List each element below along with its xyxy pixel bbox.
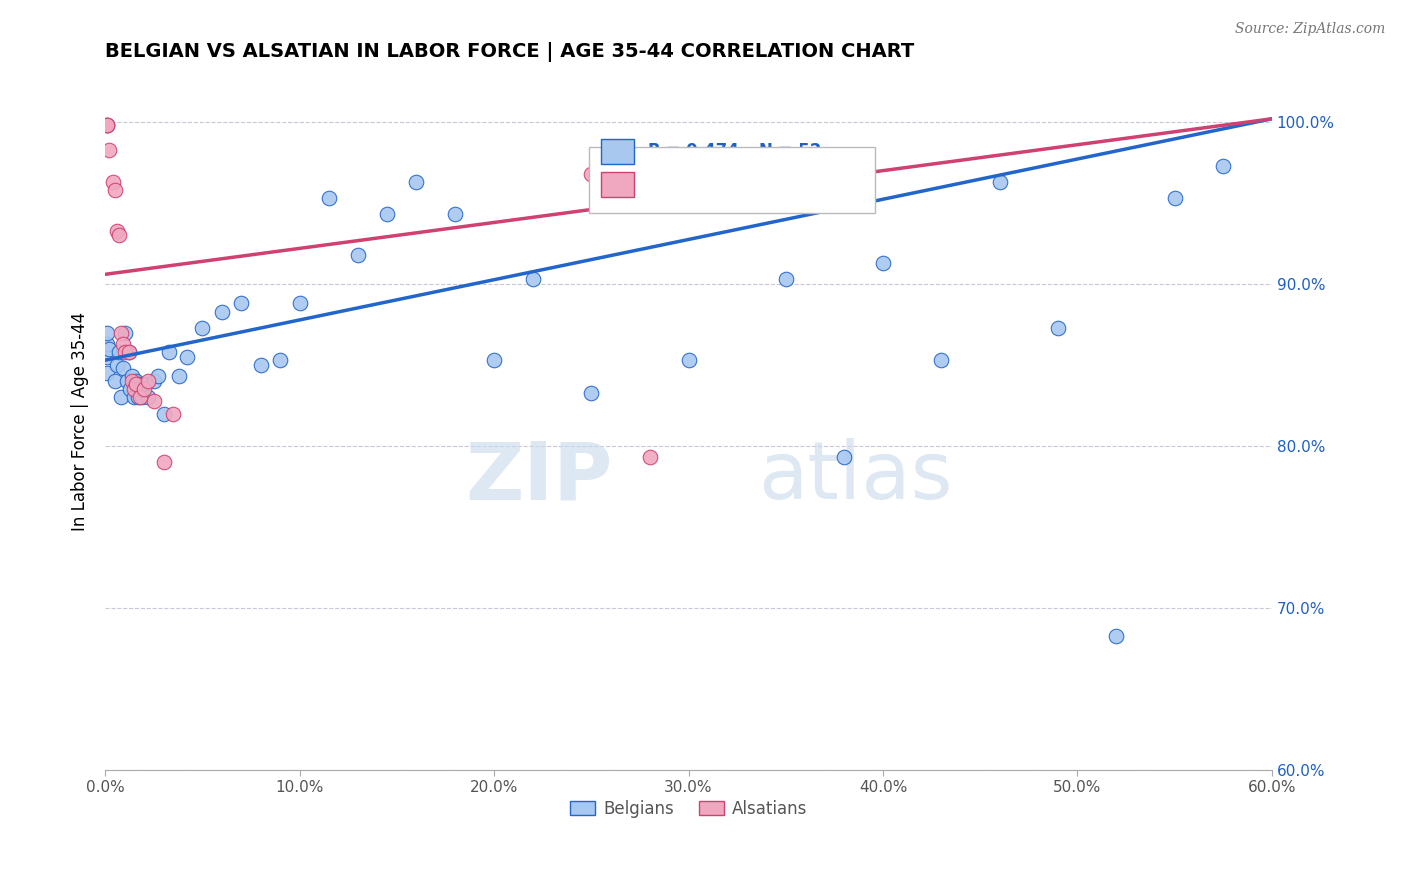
Point [121,374,143,388]
Point [105,223,128,237]
Point [405,175,427,189]
Point [101,175,124,189]
Point [581,385,603,400]
Text: N = 52: N = 52 [759,143,821,161]
Point [832,450,855,465]
Text: BELGIAN VS ALSATIAN IN LABOR FORCE | AGE 35-44 CORRELATION CHART: BELGIAN VS ALSATIAN IN LABOR FORCE | AGE… [105,42,914,62]
Point [96,366,118,380]
Point [988,175,1011,189]
Point [96,118,118,132]
Text: R = 0.380: R = 0.380 [648,175,738,194]
Point [104,374,127,388]
Point [105,358,128,372]
Point [269,353,291,368]
Point [121,369,143,384]
Point [114,326,136,340]
Point [98,342,121,356]
Y-axis label: In Labor Force | Age 35-44: In Labor Force | Age 35-44 [72,312,89,532]
Point [931,353,953,368]
Point [108,345,131,359]
Point [191,320,214,334]
Point [111,361,134,376]
Point [136,391,159,405]
Point [117,345,139,359]
Point [146,369,169,384]
Point [638,450,661,465]
Point [142,374,165,388]
Point [1046,320,1069,334]
Point [96,337,118,351]
Point [125,374,148,388]
Point [136,374,159,388]
Point [142,393,165,408]
Point [678,353,700,368]
Point [152,455,174,469]
FancyBboxPatch shape [600,171,634,197]
Point [231,296,253,310]
Point [1212,159,1234,173]
Text: R = 0.474: R = 0.474 [648,143,738,161]
FancyBboxPatch shape [589,146,875,212]
Point [124,382,146,396]
Point [110,326,132,340]
Point [132,382,155,396]
Point [157,345,180,359]
Point [162,407,184,421]
Point [125,377,148,392]
Point [110,391,132,405]
Point [872,256,894,270]
Point [132,377,155,392]
Text: N = 23: N = 23 [759,175,821,194]
Point [96,118,118,132]
Point [115,374,138,388]
Point [120,382,142,396]
Point [375,207,398,221]
Point [111,337,134,351]
Point [129,377,152,392]
Point [444,207,467,221]
Point [211,304,233,318]
Point [482,353,505,368]
FancyBboxPatch shape [600,139,634,164]
Point [347,248,370,262]
Point [127,391,149,405]
Point [117,345,139,359]
Point [129,391,152,405]
Point [176,350,198,364]
Legend: Belgians, Alsatians: Belgians, Alsatians [562,793,814,824]
Point [131,391,153,405]
Point [1105,628,1128,642]
Point [108,228,131,243]
Point [114,345,136,359]
Point [775,272,797,286]
Point [522,272,544,286]
Text: Source: ZipAtlas.com: Source: ZipAtlas.com [1234,22,1385,37]
Point [581,167,603,181]
Point [288,296,311,310]
Point [1163,191,1185,205]
Point [96,326,118,340]
Point [318,191,340,205]
Point [167,369,190,384]
Point [96,350,118,364]
Point [124,391,146,405]
Point [96,118,118,132]
Text: ZIP: ZIP [465,439,613,516]
Text: atlas: atlas [759,439,953,516]
Point [104,183,127,197]
Point [98,143,121,157]
Point [249,358,271,372]
Point [152,407,174,421]
